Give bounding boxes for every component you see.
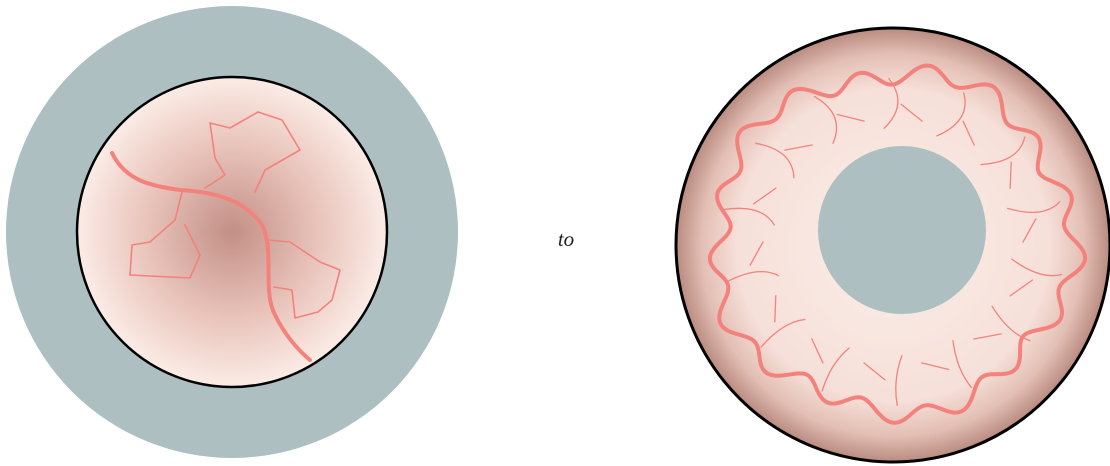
inner-disc bbox=[77, 77, 387, 387]
transition-label: to bbox=[558, 227, 574, 251]
diagram: to bbox=[0, 0, 1110, 466]
center-hole bbox=[818, 146, 986, 314]
